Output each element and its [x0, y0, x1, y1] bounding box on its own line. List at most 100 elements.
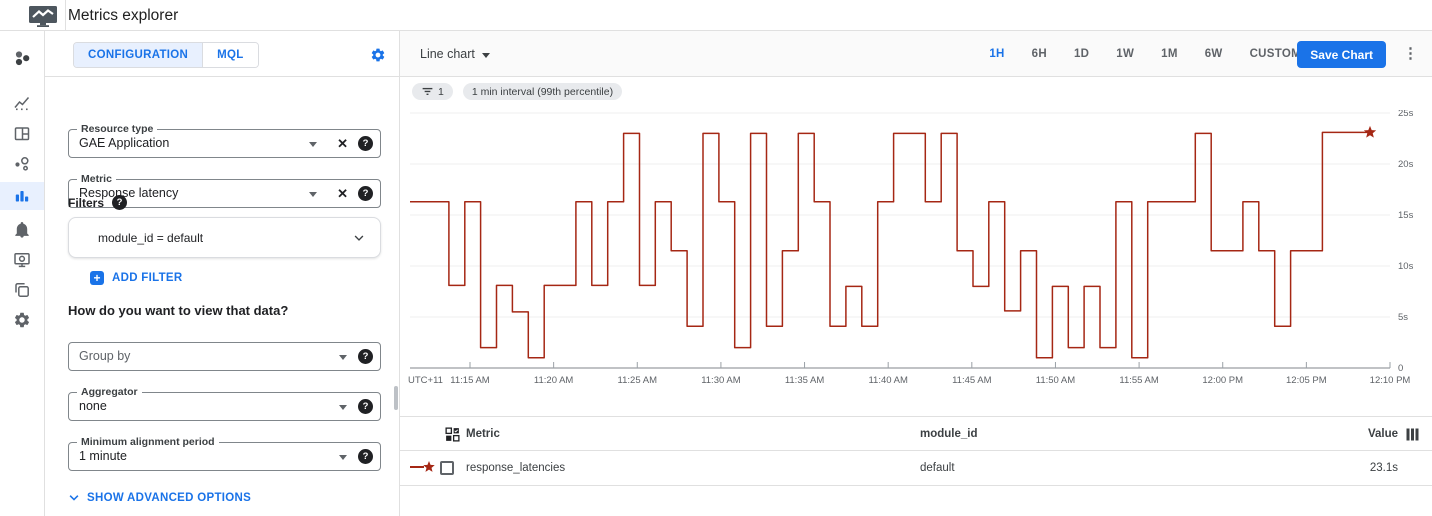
dropdown-caret-icon[interactable] [339, 355, 347, 360]
nav-alerting[interactable] [0, 216, 44, 244]
aggregator-label: Aggregator [77, 386, 142, 398]
clear-icon[interactable] [337, 180, 348, 207]
aggregator-field[interactable]: Aggregator none [68, 386, 381, 421]
tab-mql[interactable]: MQL [202, 43, 258, 67]
range-button-1m[interactable]: 1M [1161, 48, 1178, 60]
filter-list-icon [422, 87, 433, 95]
range-button-6w[interactable]: 6W [1204, 48, 1223, 60]
interval-chip[interactable]: 1 min interval (99th percentile) [462, 83, 623, 100]
filter-count-chip[interactable]: 1 [412, 83, 453, 100]
svg-text:11:20 AM: 11:20 AM [534, 375, 574, 386]
nav-groups[interactable] [0, 276, 44, 304]
help-icon[interactable] [358, 349, 373, 364]
config-settings-gear-icon[interactable] [370, 47, 386, 63]
resource-type-label: Resource type [77, 123, 158, 135]
help-icon[interactable] [358, 449, 373, 464]
nav-monitoring-overview[interactable] [0, 44, 44, 72]
column-header-metric[interactable]: Metric [466, 428, 500, 440]
configuration-panel-header: CONFIGURATION MQL [45, 31, 399, 77]
filters-label: Filters [68, 195, 105, 210]
dropdown-caret-icon[interactable] [339, 405, 347, 410]
more-options-icon[interactable] [1403, 44, 1418, 62]
cell-module-id: default [920, 462, 955, 474]
nav-metrics-explorer[interactable] [0, 182, 44, 210]
alignment-period-value: 1 minute [79, 449, 127, 463]
chevron-down-icon [69, 495, 79, 501]
svg-text:15s: 15s [1398, 210, 1414, 221]
help-icon[interactable] [358, 136, 373, 151]
settings-gear-icon [14, 312, 30, 328]
nav-settings[interactable] [0, 306, 44, 334]
chart-type-dropdown[interactable]: Line chart [420, 47, 490, 61]
metric-label: Metric [77, 173, 116, 185]
dropdown-caret-icon [481, 52, 490, 58]
nav-services[interactable] [0, 150, 44, 178]
series-end-star-icon [1363, 125, 1377, 138]
filter-card[interactable]: module_id = default [68, 217, 381, 258]
range-buttons: 1H 6H 1D 1W 1M 6W CUSTOM [989, 31, 1301, 77]
nav-dashboards[interactable] [0, 120, 44, 148]
add-icon [90, 271, 104, 285]
cell-value: 23.1s [1369, 462, 1398, 474]
svg-text:11:50 AM: 11:50 AM [1036, 375, 1076, 386]
svg-text:11:55 AM: 11:55 AM [1119, 375, 1159, 386]
dropdown-caret-icon[interactable] [309, 192, 317, 197]
range-button-6h[interactable]: 6H [1031, 48, 1047, 60]
services-icon [15, 157, 29, 171]
legend-table-header: Metric module_id Value [400, 416, 1432, 451]
metrics-explorer-icon [15, 191, 29, 202]
cell-metric: response_latencies [466, 462, 566, 474]
svg-text:11:25 AM: 11:25 AM [618, 375, 658, 386]
tab-configuration[interactable]: CONFIGURATION [74, 43, 203, 67]
svg-text:12:00 PM: 12:00 PM [1202, 375, 1243, 386]
latency-chart[interactable]: 25s 20s 15s 10s 5s 0 UTC+11 11:15 AM 11:20 AM 11:… [400, 110, 1432, 402]
help-icon[interactable] [358, 399, 373, 414]
alerting-bell-icon [15, 222, 29, 238]
alignment-period-field[interactable]: Minimum alignment period 1 minute [68, 436, 381, 471]
group-by-placeholder: Group by [79, 349, 131, 363]
select-all-icon[interactable] [445, 427, 460, 442]
page-title: Metrics explorer [68, 7, 179, 24]
chart-type-label: Line chart [420, 47, 475, 61]
config-scrollbar-thumb[interactable] [394, 386, 398, 410]
svg-text:25s: 25s [1398, 110, 1414, 119]
filters-header: Filters [68, 195, 128, 210]
alignment-period-label: Minimum alignment period [77, 436, 219, 448]
metrics-icon [14, 97, 30, 111]
aggregator-value: none [79, 399, 107, 413]
range-button-1d[interactable]: 1D [1073, 48, 1090, 60]
row-checkbox[interactable] [440, 461, 454, 475]
svg-text:11:35 AM: 11:35 AM [785, 375, 825, 386]
column-header-value[interactable]: Value [1367, 428, 1398, 440]
metric-value: Response latency [79, 186, 179, 200]
group-by-field[interactable]: Group by [68, 342, 381, 371]
column-display-icon[interactable] [1406, 428, 1419, 441]
monitoring-overview-icon [15, 51, 30, 66]
svg-text:0: 0 [1398, 363, 1403, 374]
column-header-module-id[interactable]: module_id [920, 428, 978, 440]
monitoring-logo-icon [28, 4, 58, 28]
svg-text:10s: 10s [1398, 261, 1414, 272]
add-filter-button[interactable]: ADD FILTER [90, 271, 183, 285]
dropdown-caret-icon[interactable] [309, 142, 317, 147]
chevron-down-icon[interactable] [352, 231, 366, 245]
clear-icon[interactable] [337, 130, 348, 157]
resource-type-field[interactable]: Resource type GAE Application [68, 123, 381, 158]
help-icon[interactable] [112, 195, 128, 210]
range-button-custom[interactable]: CUSTOM [1249, 48, 1301, 60]
nav-metrics[interactable] [0, 89, 44, 117]
help-icon[interactable] [358, 186, 373, 201]
nav-uptime-checks[interactable] [0, 246, 44, 274]
app-header: Metrics explorer [0, 0, 1432, 31]
svg-text:11:30 AM: 11:30 AM [701, 375, 741, 386]
svg-text:12:10 PM: 12:10 PM [1370, 375, 1411, 386]
configuration-panel: CONFIGURATION MQL Resource type GAE Appl… [45, 31, 400, 516]
svg-text:11:15 AM: 11:15 AM [450, 375, 490, 386]
legend-table-row[interactable]: response_latencies default 23.1s [400, 451, 1432, 486]
show-advanced-options-button[interactable]: SHOW ADVANCED OPTIONS [67, 491, 251, 505]
svg-text:11:45 AM: 11:45 AM [952, 375, 992, 386]
range-button-1h[interactable]: 1H [989, 48, 1005, 60]
save-chart-button[interactable]: Save Chart [1297, 41, 1386, 68]
dropdown-caret-icon[interactable] [339, 455, 347, 460]
range-button-1w[interactable]: 1W [1116, 48, 1135, 60]
